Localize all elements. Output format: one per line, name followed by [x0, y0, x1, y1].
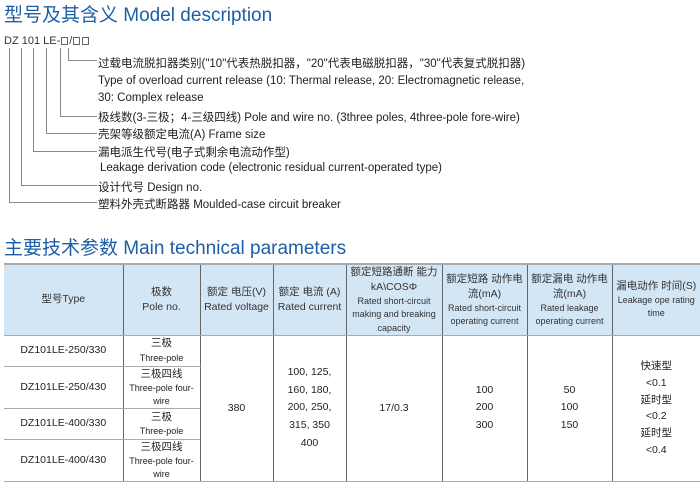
connector-line	[46, 48, 97, 134]
code-dz: DZ	[4, 35, 19, 47]
connector-line	[68, 48, 97, 61]
release-type-en-2: 30: Complex release	[98, 92, 204, 104]
table-row: DZ101LE-250/330 三极 Three-pole 380 100, 12…	[4, 334, 700, 482]
type-cell: DZ101LE-400/430	[4, 438, 124, 482]
header-sc-current: 额定短路 动作电流(mA) Rated short-circuit operati…	[441, 262, 528, 336]
header-capacity: 额定短路通断 能力kA\COSΦ Rated short-circuit maki…	[345, 262, 443, 336]
current-cell: 100, 125, 160, 180, 200, 250, 315, 350 400	[272, 334, 347, 482]
connector-line	[33, 48, 97, 152]
design-no-desc: 设计代号 Design no.	[98, 182, 203, 194]
leak-current-cell: 50 100 150	[526, 334, 613, 482]
pole-cell: 三极四线 Three-pole four-wire	[122, 438, 201, 482]
header-time: 漏电动作 时间(S) Leakage ope rating time	[611, 262, 700, 336]
table-header-row: 型号Type 极数 Pole no. 额定 电压(V) Rated voltage …	[4, 262, 700, 336]
pole-wire-desc: 极线数(3-三极；4-三级四线) Pole and wire no. (3thr…	[98, 112, 520, 124]
model-description-title: 型号及其含义 Model description	[4, 5, 273, 26]
header-leak-current: 额定漏电 动作电流(mA) Rated leakage operating cur…	[526, 262, 613, 336]
connector-line	[21, 48, 97, 186]
code-slash: /	[69, 35, 73, 47]
voltage-cell: 380	[199, 334, 274, 482]
capacity-cell: 17/0.3	[345, 334, 443, 482]
sc-current-cell: 100 200 300	[441, 334, 528, 482]
time-cell: 快速型 <0.1 延时型 <0.2 延时型 <0.4	[611, 334, 700, 482]
pole-cell: 三极四线 Three-pole four-wire	[122, 365, 201, 409]
type-cell: DZ101LE-250/430	[4, 365, 124, 409]
header-current: 额定 电流 (A) Rated current	[272, 262, 347, 336]
leakage-code-cn: 漏电派生代号(电子式剩余电流动作型)	[98, 147, 290, 159]
header-pole: 极数 Pole no.	[122, 262, 201, 336]
code-101: 101	[21, 35, 41, 47]
header-type: 型号Type	[4, 262, 124, 336]
release-type-cn: 过载电流脱扣器类别("10"代表热脱扣器，"20"代表电磁脱扣器，"30"代表复…	[98, 58, 526, 70]
pole-cell: 三极 Three-pole	[122, 407, 201, 440]
breaker-desc: 塑料外壳式断路器 Moulded-case circuit breaker	[98, 199, 341, 211]
table-row: DZ101LE-250/430 三极四线 Three-pole four-wire	[4, 365, 700, 409]
type-cell: DZ101LE-250/330	[4, 334, 124, 367]
pole-box	[73, 37, 81, 45]
connector-line	[60, 48, 97, 117]
leakage-code-en: Leakage derivation code (electronic resi…	[100, 162, 443, 174]
release-type-en: Type of overload current release (10: Th…	[98, 75, 525, 87]
pole-cell: 三极 Three-pole	[122, 334, 201, 367]
frame-size-desc: 壳架等级额定电流(A) Frame size	[98, 129, 266, 141]
technical-parameters-title: 主要技术参数 Main technical parameters	[4, 238, 347, 259]
model-code: DZ 101 LE- /	[4, 35, 90, 47]
code-le: LE-	[43, 35, 61, 47]
parameters-table: 型号Type 极数 Pole no. 额定 电压(V) Rated voltage …	[4, 262, 700, 482]
frame-box	[61, 37, 69, 45]
type-cell: DZ101LE-400/330	[4, 407, 124, 440]
header-voltage: 额定 电压(V) Rated voltage	[199, 262, 274, 336]
connector-line	[9, 48, 97, 203]
release-box	[82, 37, 90, 45]
